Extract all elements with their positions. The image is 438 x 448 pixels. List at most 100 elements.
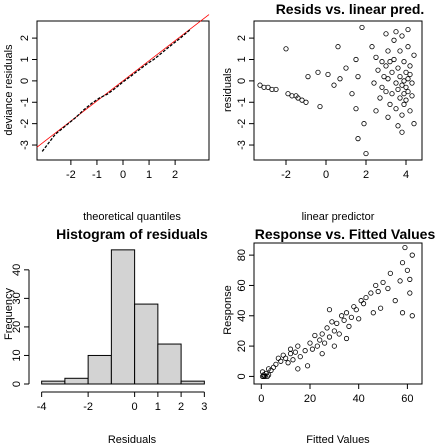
y-tick-label: 80 (236, 249, 248, 261)
scatter-point (299, 97, 305, 103)
scatter-point (290, 357, 296, 363)
scatter-point (399, 129, 405, 135)
x-tick-label: -2 (66, 169, 76, 181)
scatter-point (285, 91, 291, 97)
scatter-point (278, 358, 284, 364)
x-tick-label: 1 (155, 401, 161, 413)
x-tick-label: -1 (92, 169, 102, 181)
histogram-title: Histogram of residuals (56, 226, 208, 242)
scatter-point (393, 106, 399, 112)
scatter-point (401, 78, 407, 84)
y-tick-label: -2 (19, 119, 31, 129)
y-tick-label: -2 (236, 119, 248, 129)
plot-frame (253, 20, 423, 161)
scatter-point (397, 95, 403, 101)
y-tick-label: 0 (236, 78, 248, 84)
scatter-point (389, 69, 395, 75)
scatter-point (355, 136, 361, 142)
scatter-point (317, 103, 323, 110)
scatter-point (331, 328, 337, 334)
scatter-point (402, 244, 408, 251)
scatter-point (409, 93, 415, 99)
scatter-point (409, 252, 415, 258)
scatter-point (381, 74, 387, 80)
scatter-point (270, 364, 277, 370)
scatter-point (399, 260, 406, 266)
scatter-point (355, 74, 361, 80)
scatter-point (378, 305, 384, 311)
scatter-point (377, 95, 383, 101)
scatter-point (379, 59, 385, 65)
scatter-point (353, 307, 359, 313)
scatter-point (309, 346, 316, 352)
y-tick-label: 0 (19, 78, 31, 84)
histogram-bar (64, 377, 89, 385)
scatter-point (266, 366, 272, 372)
scatter-point (259, 369, 266, 375)
scatter-point (391, 56, 397, 63)
x-tick-label: 60 (401, 393, 413, 405)
scatter-point (319, 351, 325, 357)
scatter-point (407, 63, 413, 69)
scatter-point (363, 294, 369, 301)
scatter-point (389, 91, 395, 97)
qq-line (41, 28, 192, 152)
scatter-point (393, 80, 399, 86)
scatter-point (397, 74, 403, 80)
scatter-point (326, 307, 333, 313)
x-tick-label: -2 (83, 401, 93, 413)
scatter-point (264, 373, 270, 380)
x-tick-label: 4 (403, 169, 409, 181)
histogram-ylabel: Frequency (3, 288, 15, 340)
scatter-point (380, 279, 386, 286)
y-tick-label: 1 (236, 56, 248, 62)
scatter-point (399, 310, 406, 316)
scatter-point (405, 26, 411, 33)
scatter-point (368, 290, 374, 296)
scatter-point (343, 335, 350, 342)
histogram-xlabel: Residuals (108, 434, 157, 446)
response-plot-title: Response vs. Fitted Values (255, 226, 436, 242)
scatter-point (303, 99, 309, 105)
y-tick-label: -3 (19, 140, 31, 150)
scatter-point (407, 108, 413, 114)
scatter-point (275, 355, 281, 361)
x-tick-label: 1 (146, 169, 152, 181)
scatter-point (358, 298, 364, 304)
resids-vs-linear-panel: Resids vs. linear pred. linear predictor… (222, 1, 424, 223)
scatter-point (283, 46, 289, 52)
scatter-point (363, 150, 369, 157)
scatter-point (375, 288, 381, 295)
scatter-point (385, 285, 391, 292)
scatter-point (307, 340, 313, 346)
histogram-panel: Histogram of residuals Residuals Frequen… (3, 226, 208, 446)
scatter-point (387, 101, 393, 108)
scatter-point (315, 69, 321, 75)
x-tick-label: 0 (132, 401, 138, 413)
scatter-point (302, 348, 308, 354)
scatter-point (305, 74, 311, 80)
histogram-bar (180, 380, 205, 385)
y-tick-label: -1 (19, 97, 31, 107)
y-tick-label: 2 (19, 35, 31, 41)
scatter-point (375, 67, 381, 73)
scatter-point (405, 44, 411, 50)
scatter-point (317, 337, 323, 343)
scatter-point (359, 24, 365, 31)
reference-line (36, 14, 210, 148)
scatter-point (404, 267, 410, 273)
scatter-point (403, 84, 409, 90)
scatter-point (325, 71, 331, 78)
scatter-point (392, 298, 398, 304)
scatter-point (322, 340, 328, 346)
scatter-point (285, 360, 291, 366)
scatter-point (331, 82, 337, 88)
scatter-point (385, 76, 391, 82)
scatter-point (353, 56, 359, 63)
scatter-point (399, 112, 405, 118)
plot-frame (36, 20, 210, 161)
scatter-point (411, 121, 417, 127)
scatter-point (341, 317, 347, 323)
scatter-point (399, 82, 405, 88)
